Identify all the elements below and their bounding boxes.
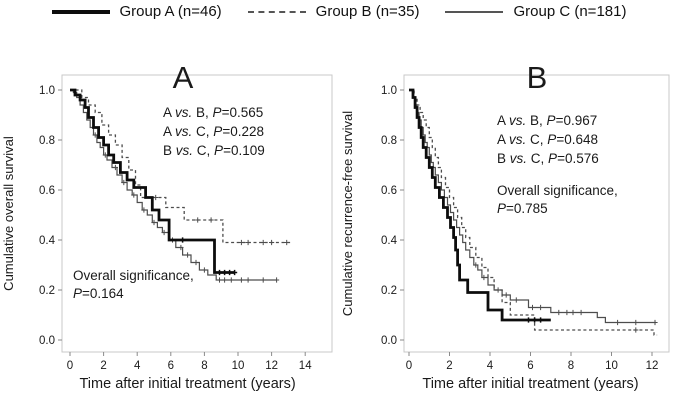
panel-title: A: [173, 60, 194, 95]
x-tick-label: 14: [299, 360, 312, 372]
overall-significance-annotation: Overall significance,: [73, 268, 194, 283]
y-tick-label: 0.2: [39, 285, 55, 297]
overall-significance-annotation: P=0.164: [73, 286, 124, 301]
pairwise-p-annotation: A vs. B, P=0.967: [497, 113, 597, 128]
x-tick-label: 2: [446, 360, 452, 372]
km-curve-group-a: [70, 88, 235, 274]
legend-label: Group A (n=46): [119, 3, 222, 20]
legend-label: Group B (n=35): [315, 3, 420, 20]
pairwise-p-annotation: B vs. C, P=0.576: [497, 151, 599, 166]
legend-item-group-b: Group B (n=35): [247, 3, 420, 20]
plot-frame: [61, 74, 333, 353]
pairwise-p-annotation: A vs. C, P=0.648: [497, 132, 598, 147]
y-tick-label: 0.6: [381, 185, 397, 197]
survival-plot-panel-a: 0 2 4 6 8 10 12 14 0.0 0.2 0.4 0.6 0.8 1.0 Time after …: [1, 60, 333, 392]
y-tick-label: 1.0: [39, 85, 55, 97]
x-tick-label: 12: [646, 360, 659, 372]
km-curve-group-c: [70, 89, 277, 281]
x-tick-label: 0: [406, 360, 412, 372]
x-axis-label: Time after initial treatment (years): [422, 376, 638, 392]
x-tick-label: 0: [67, 360, 73, 372]
survival-plot-panel-b: 0 2 4 6 8 10 12 0.0 0.2 0.4 0.6 0.8 1.0 Time after in…: [340, 60, 670, 392]
y-axis-label: Cumulative recurrence-free survival: [340, 111, 355, 316]
km-curve-group-c: [409, 89, 656, 324]
censor-marks-group-b: [153, 194, 290, 246]
y-tick-label: 0.4: [39, 235, 56, 247]
y-tick-label: 1.0: [381, 85, 397, 97]
x-tick-label: 4: [134, 360, 141, 372]
pairwise-p-annotation: A vs. B, P=0.565: [163, 105, 263, 120]
x-tick-label: 4: [487, 360, 494, 372]
censor-marks-group-a: [180, 237, 238, 276]
km-curve-group-a: [409, 88, 551, 322]
x-tick-label: 8: [568, 360, 574, 372]
km-curve-group-b: [409, 89, 658, 336]
censor-marks-group-b: [633, 327, 639, 333]
y-tick-label: 0.4: [381, 235, 398, 247]
legend-line-sample-dashed: [247, 10, 306, 13]
censor-marks-group-c: [473, 262, 658, 326]
overall-significance-annotation: P=0.785: [497, 201, 548, 216]
plot-frame: [403, 74, 670, 353]
y-tick-label: 0.8: [39, 135, 55, 147]
x-axis-label: Time after initial treatment (years): [79, 376, 295, 392]
legend-label: Group C (n=181): [513, 3, 627, 20]
pairwise-p-annotation: B vs. C, P=0.109: [163, 143, 265, 158]
panel-title: B: [527, 60, 548, 95]
legend-item-group-c: Group C (n=181): [445, 3, 626, 20]
legend-line-sample-thick-solid: [51, 9, 110, 14]
y-tick-label: 0.6: [39, 185, 55, 197]
figure-legend: Group A (n=46) Group B (n=35) Group C (n=1…: [0, 3, 678, 20]
legend-line-sample-thin-solid: [445, 10, 504, 13]
censor-marks-group-a: [525, 317, 544, 323]
y-tick-label: 0.0: [381, 335, 397, 347]
x-tick-label: 2: [100, 360, 106, 372]
x-tick-label: 12: [265, 360, 278, 372]
x-tick-label: 10: [605, 360, 618, 372]
legend-item-group-a: Group A (n=46): [51, 3, 222, 20]
x-tick-label: 8: [201, 360, 207, 372]
overall-significance-annotation: Overall significance,: [497, 183, 618, 198]
x-tick-label: 10: [232, 360, 245, 372]
y-tick-label: 0.2: [381, 285, 397, 297]
y-axis-label: Cumulative overall survival: [1, 136, 16, 291]
x-tick-label: 6: [527, 360, 533, 372]
y-tick-label: 0.0: [39, 335, 55, 347]
x-tick-label: 6: [168, 360, 174, 372]
pairwise-p-annotation: A vs. C, P=0.228: [163, 124, 264, 139]
y-tick-label: 0.8: [381, 135, 397, 147]
km-curve-group-b: [70, 89, 292, 244]
